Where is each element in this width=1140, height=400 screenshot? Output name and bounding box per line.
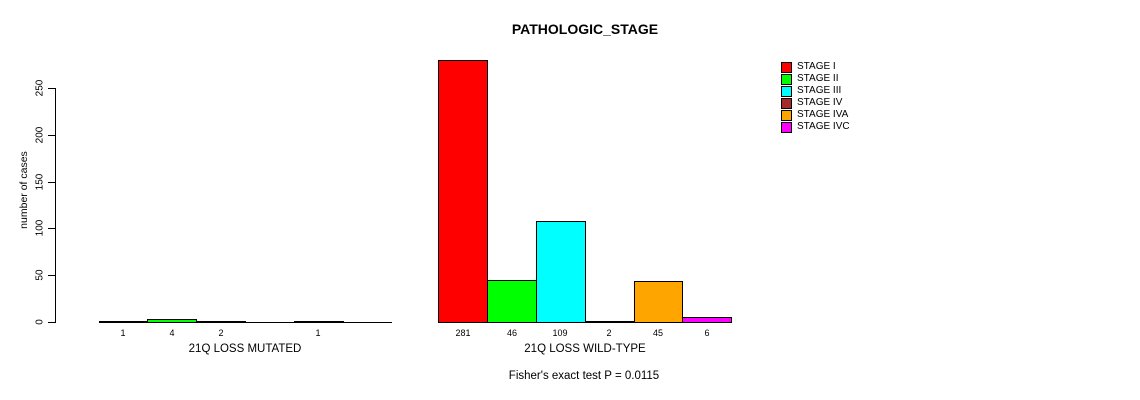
legend-row: STAGE II — [781, 73, 850, 85]
bar-stage-iv — [245, 322, 295, 323]
bar-stage-iv — [585, 321, 635, 323]
legend-label: STAGE IV — [797, 97, 843, 108]
bar-value-label: 1 — [315, 328, 321, 338]
bar-stage-ii — [147, 319, 197, 323]
bar-stage-iii — [536, 221, 586, 323]
legend-swatch — [781, 85, 792, 97]
legend-row: STAGE IV — [781, 97, 850, 109]
legend-label: STAGE I — [797, 61, 836, 72]
chart-title: PATHOLOGIC_STAGE — [511, 21, 659, 37]
bar-value-label: 46 — [506, 328, 518, 338]
y-tick-label: 50 — [34, 269, 46, 281]
bar-value-label: 109 — [552, 328, 568, 338]
y-tick-label: 250 — [34, 79, 46, 97]
x-group-label: 21Q LOSS MUTATED — [188, 343, 302, 355]
bar-value-label: 6 — [704, 328, 710, 338]
legend-row: STAGE IVA — [781, 109, 850, 121]
legend-swatch — [781, 121, 792, 133]
x-group-label: 21Q LOSS WILD-TYPE — [524, 343, 646, 355]
legend-label: STAGE IVC — [797, 121, 850, 132]
bar-value-label: 2 — [606, 328, 612, 338]
bar-stage-ivc — [682, 317, 732, 323]
bar-value-label: 2 — [218, 328, 224, 338]
bar-stage-iva — [634, 281, 683, 323]
bar-value-label: 1 — [120, 328, 126, 338]
bar-stage-i — [99, 321, 148, 323]
y-axis-tick — [48, 228, 55, 229]
fisher-test-annotation: Fisher's exact test P = 0.0115 — [508, 370, 660, 382]
legend-swatch — [781, 109, 792, 121]
bar-value-label: 281 — [455, 328, 471, 338]
bar-stage-iva — [294, 321, 344, 323]
y-axis-line — [55, 88, 56, 323]
legend-label: STAGE II — [797, 73, 839, 84]
y-tick-label: 100 — [34, 219, 46, 237]
legend-swatch — [781, 61, 792, 73]
legend-swatch — [781, 73, 792, 85]
bar-stage-i — [438, 60, 488, 323]
legend-row: STAGE III — [781, 85, 850, 97]
legend: STAGE I STAGE II STAGE III STAGE IV STAGE IV… — [781, 61, 850, 133]
y-axis-tick — [48, 88, 55, 89]
bar-stage-ii — [487, 280, 537, 323]
legend-row: STAGE I — [781, 61, 850, 73]
y-axis-label: number of cases — [18, 151, 30, 229]
bar-stage-ivc — [343, 322, 392, 323]
y-axis-tick — [48, 135, 55, 136]
legend-swatch — [781, 97, 792, 109]
bar-value-label: 4 — [169, 328, 175, 338]
y-tick-label: 200 — [34, 126, 46, 144]
bar-value-label: 45 — [652, 328, 664, 338]
y-axis-tick — [48, 182, 55, 183]
bar-stage-iii — [196, 321, 246, 323]
y-axis-tick — [48, 322, 55, 323]
legend-row: STAGE IVC — [781, 121, 850, 133]
y-axis-tick — [48, 275, 55, 276]
legend-label: STAGE IVA — [797, 109, 849, 120]
y-tick-label: 150 — [34, 173, 46, 191]
y-tick-label: 0 — [34, 319, 46, 325]
legend-label: STAGE III — [797, 85, 842, 96]
